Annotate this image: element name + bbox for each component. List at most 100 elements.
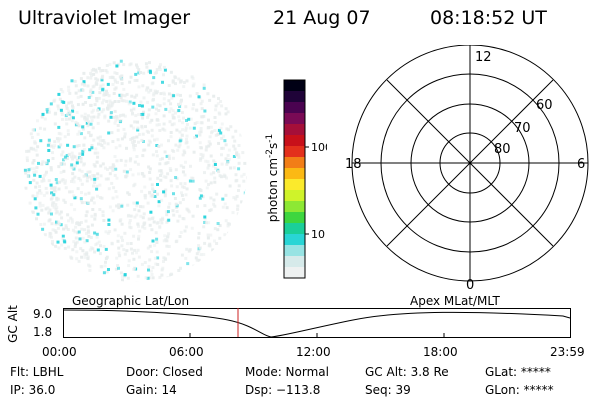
image-pixel [157, 145, 161, 148]
image-pixel [116, 80, 119, 84]
image-pixel [180, 111, 184, 114]
image-pixel [70, 151, 74, 155]
image-pixel [90, 73, 93, 77]
image-pixel [141, 116, 145, 120]
image-pixel [178, 235, 182, 238]
image-pixel [107, 94, 111, 98]
image-pixel [167, 218, 171, 222]
image-pixel [79, 197, 83, 201]
image-pixel [80, 114, 84, 118]
image-pixel [70, 218, 74, 222]
image-pixel [44, 207, 48, 211]
image-pixel [48, 234, 52, 238]
image-pixel [151, 276, 155, 280]
image-pixel [102, 146, 106, 150]
image-pixel [81, 249, 85, 253]
image-pixel [111, 209, 115, 213]
image-pixel [93, 177, 97, 181]
image-pixel [48, 208, 52, 212]
image-pixel [231, 135, 235, 139]
image-pixel [237, 189, 240, 192]
image-pixel [110, 241, 114, 245]
image-pixel [95, 187, 99, 191]
image-pixel [67, 89, 71, 92]
image-pixel [191, 179, 195, 183]
image-pixel [135, 135, 139, 139]
status-ip: IP: 36.0 [10, 383, 56, 397]
image-pixel [112, 92, 116, 95]
image-pixel [46, 206, 50, 210]
image-pixel [32, 159, 36, 162]
image-pixel [119, 158, 123, 162]
image-pixel [153, 138, 156, 142]
image-pixel [77, 144, 81, 147]
image-pixel [226, 153, 230, 157]
image-pixel [226, 110, 230, 114]
image-pixel [217, 97, 220, 100]
image-pixel [96, 115, 100, 119]
image-pixel [96, 172, 100, 176]
image-pixel [159, 174, 162, 177]
image-pixel [160, 198, 164, 202]
image-pixel [218, 224, 222, 228]
image-pixel [69, 203, 73, 207]
image-pixel [71, 172, 75, 176]
image-pixel [79, 178, 82, 182]
image-pixel [225, 176, 228, 180]
image-pixel [84, 118, 88, 122]
image-pixel [75, 161, 79, 165]
image-pixel [154, 91, 158, 95]
image-pixel [135, 155, 139, 158]
image-pixel [93, 217, 97, 221]
colorbar-swatch [284, 146, 305, 158]
image-pixel [213, 204, 217, 208]
image-pixel [235, 178, 239, 182]
image-pixel [175, 185, 179, 189]
image-pixel [177, 77, 181, 81]
image-pixel [169, 131, 173, 134]
image-pixel [138, 229, 142, 233]
image-pixel [77, 230, 81, 234]
image-pixel [234, 173, 238, 177]
image-pixel [148, 69, 152, 73]
image-pixel [227, 128, 231, 132]
image-pixel [117, 62, 121, 66]
image-pixel [99, 174, 103, 178]
image-pixel [93, 231, 97, 235]
image-pixel [85, 179, 89, 183]
image-pixel [98, 138, 102, 142]
image-pixel [85, 210, 89, 214]
image-pixel [101, 74, 105, 78]
image-pixel [162, 65, 166, 69]
image-pixel [197, 231, 201, 235]
orbit-x-ticks [63, 333, 571, 338]
image-pixel [198, 133, 202, 137]
image-pixel [67, 245, 71, 249]
lat-label-80: 80 [494, 142, 511, 157]
colorbar-tick-label-100: 100 [311, 141, 327, 154]
colorbar-swatch [284, 190, 305, 202]
image-pixel [166, 161, 170, 165]
image-pixel [43, 117, 47, 121]
image-pixel [70, 180, 73, 183]
image-pixel [113, 121, 117, 125]
image-pixel [148, 167, 152, 171]
image-pixel [161, 127, 165, 131]
image-pixel [210, 130, 214, 134]
image-pixel [172, 213, 176, 217]
image-pixel [85, 239, 89, 243]
image-pixel [66, 228, 70, 231]
image-pixel [119, 96, 123, 100]
image-pixel [137, 68, 141, 72]
image-pixel [214, 133, 218, 137]
image-pixel [100, 101, 104, 105]
image-pixel [206, 236, 210, 240]
image-pixel [120, 222, 124, 226]
image-pixel [97, 240, 101, 244]
image-pixel [57, 145, 61, 149]
image-pixel [99, 244, 102, 248]
image-pixel [123, 275, 126, 279]
image-pixel [44, 161, 48, 165]
image-pixel [102, 93, 106, 97]
image-pixel [172, 122, 176, 126]
